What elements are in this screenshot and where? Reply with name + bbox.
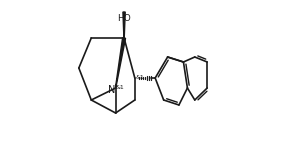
Polygon shape xyxy=(115,38,126,88)
Text: HO: HO xyxy=(117,14,131,23)
Text: &1: &1 xyxy=(136,75,144,80)
Text: N: N xyxy=(108,85,115,95)
Text: &1: &1 xyxy=(115,85,124,90)
Polygon shape xyxy=(123,12,125,38)
